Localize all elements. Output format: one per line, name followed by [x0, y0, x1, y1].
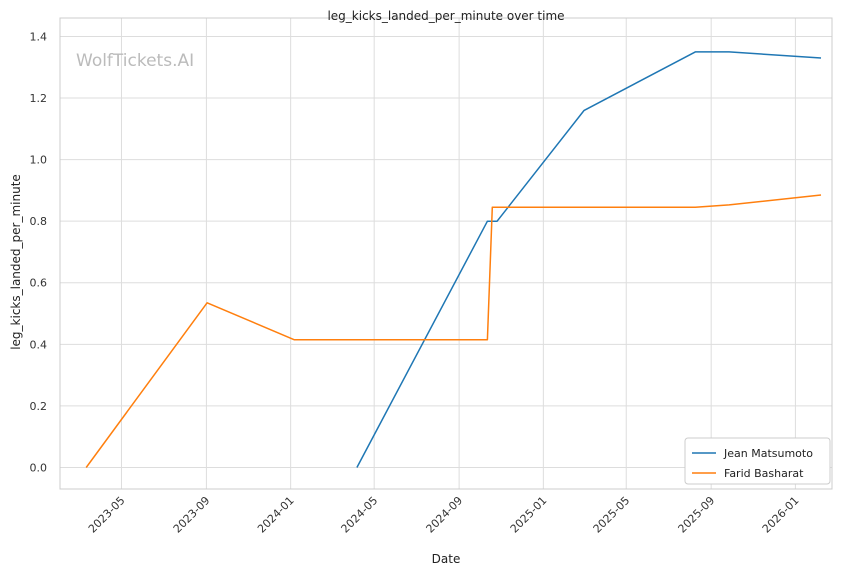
legend: Jean Matsumoto Farid Basharat: [684, 437, 831, 485]
chart-title: leg_kicks_landed_per_minute over time: [327, 9, 564, 23]
grid: [60, 18, 832, 489]
plot-area-frame: [59, 17, 833, 490]
series-line-0: [356, 51, 822, 468]
x-tick-label: 2023-05: [86, 494, 128, 536]
x-tick-label: 2024-09: [424, 494, 466, 536]
y-tick-label: 0.4: [30, 338, 48, 351]
series-line-1: [85, 194, 822, 468]
legend-label: Farid Basharat: [724, 467, 804, 480]
x-tick-labels: 2023-05 2023-09 2024-01 2024-05 2024-09 2025-…: [86, 494, 802, 536]
x-tick-label: 2023-09: [171, 494, 213, 536]
y-tick-label: 1.4: [30, 30, 48, 43]
y-axis-label: leg_kicks_landed_per_minute: [9, 174, 23, 350]
y-tick-label: 0.2: [30, 400, 48, 413]
y-tick-label: 0.0: [30, 461, 48, 474]
y-tick-label: 1.2: [30, 92, 48, 105]
watermark: WolfTickets.AI: [76, 51, 194, 71]
series-lines: [85, 51, 822, 468]
y-tick-label: 0.8: [30, 215, 48, 228]
x-tick-label: 2025-01: [508, 494, 550, 536]
legend-label: Jean Matsumoto: [723, 447, 813, 460]
x-tick-label: 2026-01: [760, 494, 802, 536]
x-tick-label: 2024-05: [339, 494, 381, 536]
x-tick-label: 2024-01: [255, 494, 297, 536]
y-tick-label: 0.6: [30, 277, 48, 290]
legend-box: [684, 437, 831, 485]
x-tick-label: 2025-05: [591, 494, 633, 536]
x-axis-label: Date: [432, 552, 461, 566]
x-tick-label: 2025-09: [676, 494, 718, 536]
y-tick-label: 1.0: [30, 154, 48, 167]
y-tick-labels: 0.0 0.2 0.4 0.6 0.8 1.0 1.2 1.4: [30, 30, 48, 474]
